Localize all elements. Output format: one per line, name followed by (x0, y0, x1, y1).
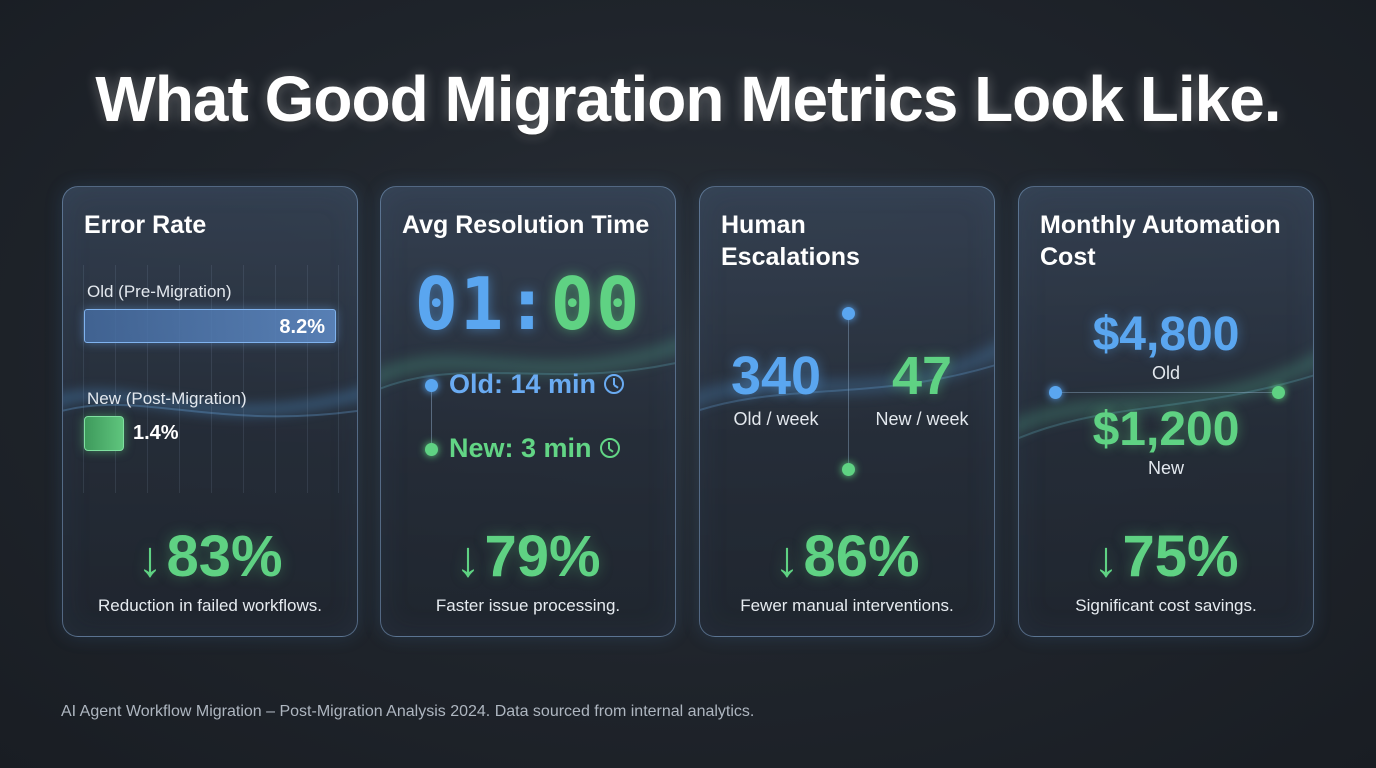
change-percent: ↓75% (1093, 524, 1239, 589)
clock-icon (599, 438, 620, 458)
card-caption: Reduction in failed workflows. (98, 596, 322, 615)
new-error-value: 1.4% (133, 422, 179, 444)
new-cost-label: New (1147, 458, 1184, 478)
card-title: Error Rate (84, 211, 207, 239)
new-dot-icon (425, 443, 438, 456)
new-error-bar (84, 416, 124, 451)
automation-cost-card: Monthly Automation Cost $4,800 Old $1,200… (1018, 186, 1314, 637)
old-error-value: 8.2% (279, 316, 325, 338)
old-dot-icon (1049, 386, 1062, 399)
change-percent: ↓79% (455, 524, 601, 589)
new-escalations-label: New / week (875, 409, 969, 429)
change-percent: ↓83% (137, 524, 283, 589)
digital-clock: 01:00 (414, 262, 642, 346)
down-arrow-icon: ↓ (774, 531, 800, 587)
card-caption: Significant cost savings. (1075, 596, 1257, 615)
new-time: New: 3 min (449, 433, 620, 464)
card-title: Monthly Automation Cost (1040, 211, 1281, 271)
change-percent: ↓86% (774, 524, 920, 589)
card-title: Avg Resolution Time (402, 211, 650, 239)
new-escalations-value: 47 (891, 346, 953, 406)
resolution-time-card: Avg Resolution Time 01:00 Old: 14 min Ne… (380, 186, 676, 637)
new-label: New (Post-Migration) (87, 389, 247, 408)
old-time: Old: 14 min (449, 369, 625, 400)
card-title: Human Escalations (721, 211, 860, 271)
down-arrow-icon: ↓ (1093, 531, 1119, 587)
page-title: What Good Migration Metrics Look Like. (95, 63, 1281, 135)
old-label: Old (Pre-Migration) (87, 282, 232, 301)
old-escalations-label: Old / week (733, 409, 819, 429)
new-cost-value: $1,200 (1092, 403, 1240, 456)
old-dot-icon (425, 379, 438, 392)
old-cost-value: $4,800 (1092, 308, 1240, 361)
new-dot-icon (842, 463, 855, 476)
old-dot-icon (842, 307, 855, 320)
card-caption: Fewer manual interventions. (740, 596, 954, 615)
divider-line (1055, 392, 1277, 393)
footer-note: AI Agent Workflow Migration – Post-Migra… (61, 703, 755, 720)
card-caption: Faster issue processing. (435, 596, 621, 615)
escalations-card: Human Escalations 340 Old / week 47 New /… (699, 186, 995, 637)
down-arrow-icon: ↓ (137, 531, 163, 587)
new-dot-icon (1272, 386, 1285, 399)
old-cost-label: Old (1151, 363, 1180, 383)
clock-icon (604, 374, 625, 394)
chart-gridlines (83, 265, 339, 493)
error-rate-card: Error Rate Old (Pre-Migration) 8.2% New … (62, 186, 358, 637)
down-arrow-icon: ↓ (455, 531, 481, 587)
old-escalations-value: 340 (730, 346, 822, 406)
divider-line (848, 311, 849, 469)
timeline-line (431, 385, 432, 449)
old-error-bar: 8.2% (84, 309, 336, 343)
